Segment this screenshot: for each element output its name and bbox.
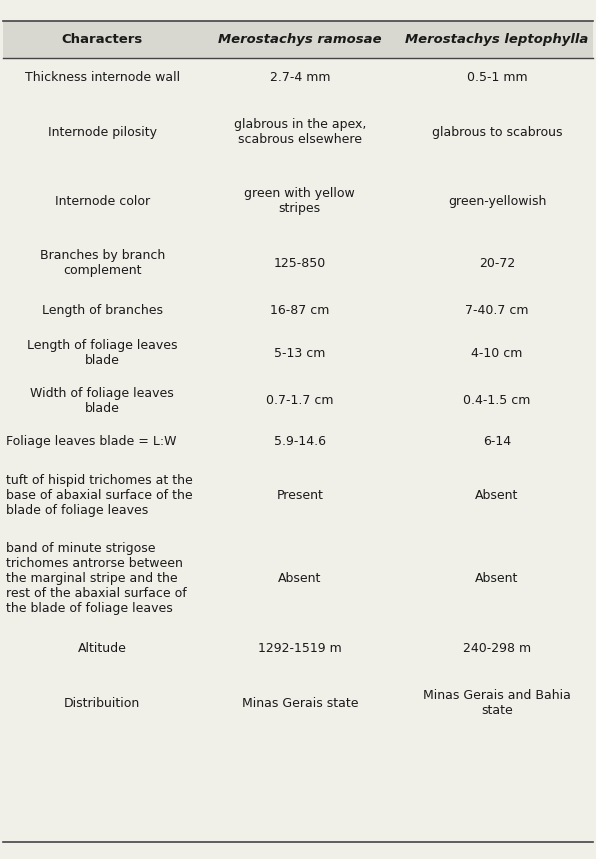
Text: 125-850: 125-850 [274, 257, 326, 270]
Text: Absent: Absent [476, 489, 519, 502]
Bar [3, 21, 593, 58]
Text: Characters: Characters [61, 33, 143, 46]
Text: band of minute strigose
trichomes antrorse between
the marginal stripe and the
r: band of minute strigose trichomes antror… [6, 543, 187, 615]
Text: 1292-1519 m: 1292-1519 m [258, 642, 342, 655]
Text: 6-14: 6-14 [483, 435, 511, 448]
Text: 7-40.7 cm: 7-40.7 cm [465, 304, 529, 317]
Text: Absent: Absent [278, 572, 321, 586]
Text: Internode pilosity: Internode pilosity [48, 125, 157, 139]
Text: 2.7-4 mm: 2.7-4 mm [269, 71, 330, 84]
Text: 0.5-1 mm: 0.5-1 mm [467, 71, 527, 84]
Text: Branches by branch
complement: Branches by branch complement [39, 249, 165, 277]
Text: Present: Present [277, 489, 323, 502]
Text: 20-72: 20-72 [479, 257, 515, 270]
Text: 0.7-1.7 cm: 0.7-1.7 cm [266, 394, 334, 407]
Text: Distribuition: Distribuition [64, 697, 140, 710]
Text: 5-13 cm: 5-13 cm [274, 347, 325, 360]
Text: Minas Gerais state: Minas Gerais state [241, 697, 358, 710]
Text: 5.9-14.6: 5.9-14.6 [274, 435, 326, 448]
Text: Width of foliage leaves
blade: Width of foliage leaves blade [30, 387, 174, 415]
Text: Length of branches: Length of branches [42, 304, 163, 317]
Text: glabrous to scabrous: glabrous to scabrous [432, 125, 562, 139]
Text: 240-298 m: 240-298 m [463, 642, 531, 655]
Text: Thickness internode wall: Thickness internode wall [24, 71, 180, 84]
Text: 0.4-1.5 cm: 0.4-1.5 cm [463, 394, 531, 407]
Text: green with yellow
stripes: green with yellow stripes [244, 187, 355, 215]
Text: Absent: Absent [476, 572, 519, 586]
Text: Merostachys ramosae: Merostachys ramosae [218, 33, 381, 46]
Text: green-yellowish: green-yellowish [448, 194, 547, 208]
Text: Minas Gerais and Bahia
state: Minas Gerais and Bahia state [423, 689, 571, 717]
Text: Merostachys leptophylla: Merostachys leptophylla [405, 33, 589, 46]
Text: glabrous in the apex,
scabrous elsewhere: glabrous in the apex, scabrous elsewhere [234, 119, 366, 146]
Text: Altitude: Altitude [77, 642, 127, 655]
Text: Foliage leaves blade = L:W: Foliage leaves blade = L:W [6, 435, 176, 448]
Text: Internode color: Internode color [55, 194, 150, 208]
Text: Length of foliage leaves
blade: Length of foliage leaves blade [27, 339, 178, 368]
Text: 4-10 cm: 4-10 cm [471, 347, 523, 360]
Text: tuft of hispid trichomes at the
base of abaxial surface of the
blade of foliage : tuft of hispid trichomes at the base of … [6, 473, 193, 517]
Text: 16-87 cm: 16-87 cm [270, 304, 330, 317]
